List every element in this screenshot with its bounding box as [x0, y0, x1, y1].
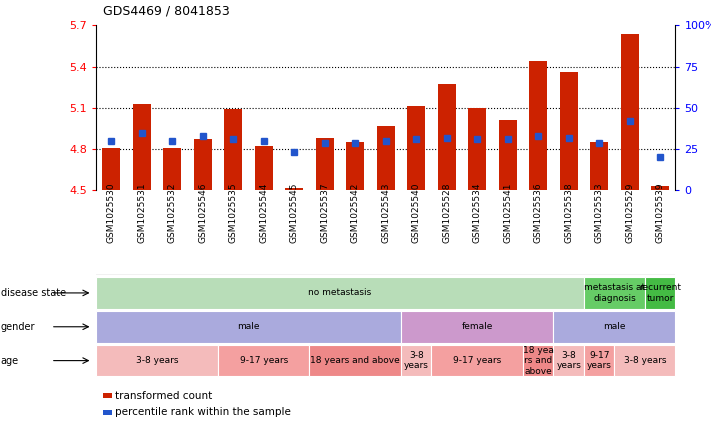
Text: GDS4469 / 8041853: GDS4469 / 8041853: [103, 4, 230, 17]
Text: age: age: [1, 356, 18, 365]
Bar: [163, 148, 181, 190]
Bar: [651, 186, 669, 190]
Bar: [437, 85, 456, 190]
Text: male: male: [603, 322, 626, 331]
Bar: [132, 104, 151, 190]
Text: male: male: [237, 322, 260, 331]
Bar: [346, 142, 364, 190]
Bar: [377, 126, 395, 190]
Text: 18 years and above: 18 years and above: [310, 356, 400, 365]
Bar: [621, 34, 639, 190]
Bar: [498, 120, 517, 190]
Bar: [407, 107, 425, 190]
Bar: [285, 188, 304, 190]
Bar: [193, 140, 212, 190]
Text: 18 yea
rs and
above: 18 yea rs and above: [523, 346, 554, 376]
Text: 3-8 years: 3-8 years: [136, 356, 178, 365]
Bar: [316, 138, 334, 190]
Text: metastasis at
diagnosis: metastasis at diagnosis: [584, 283, 645, 302]
Bar: [224, 109, 242, 190]
Text: disease state: disease state: [1, 288, 66, 298]
Text: 9-17
years: 9-17 years: [587, 351, 611, 370]
Text: recurrent
tumor: recurrent tumor: [639, 283, 681, 302]
Text: transformed count: transformed count: [115, 390, 213, 401]
Bar: [468, 108, 486, 190]
Text: percentile rank within the sample: percentile rank within the sample: [115, 407, 291, 418]
Bar: [560, 72, 578, 190]
Bar: [102, 148, 120, 190]
Bar: [590, 142, 609, 190]
Bar: [255, 146, 273, 190]
Text: 3-8
years: 3-8 years: [556, 351, 581, 370]
Text: gender: gender: [1, 322, 36, 332]
Text: 9-17 years: 9-17 years: [240, 356, 288, 365]
Text: 3-8
years: 3-8 years: [404, 351, 429, 370]
Text: 9-17 years: 9-17 years: [453, 356, 501, 365]
Bar: [529, 61, 547, 190]
Text: female: female: [461, 322, 493, 331]
Text: 3-8 years: 3-8 years: [624, 356, 666, 365]
Text: no metastasis: no metastasis: [309, 288, 372, 297]
